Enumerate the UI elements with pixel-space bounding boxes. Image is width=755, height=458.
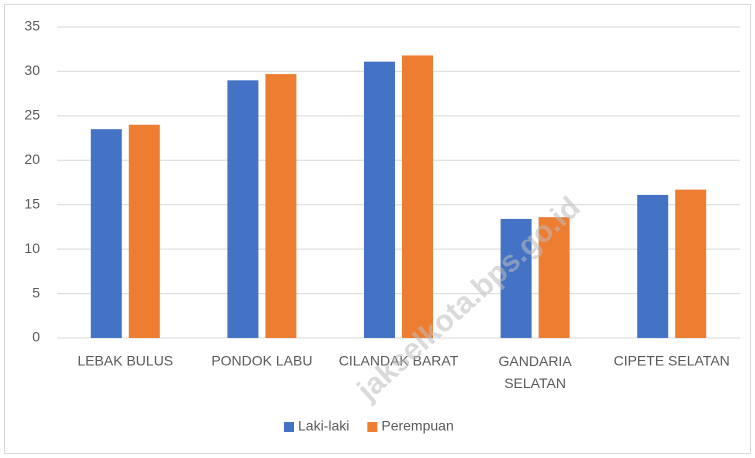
y-tick-label: 5 [32, 284, 40, 300]
bar [364, 61, 395, 338]
y-tick-label: 25 [24, 107, 40, 123]
x-tick-label: LEBAK BULUS [77, 353, 173, 369]
legend-swatch [284, 422, 294, 432]
y-tick-label: 0 [32, 329, 40, 345]
x-tick-line: SELATAN [504, 375, 566, 391]
bar [265, 74, 297, 338]
x-tick-label: CIPETE SELATAN [614, 353, 730, 369]
x-tick-label: GANDARIA SELATAN [499, 353, 573, 391]
bar [227, 80, 259, 339]
legend-label: Laki-laki [298, 418, 349, 434]
bar [90, 129, 122, 338]
y-tick-label: 35 [24, 18, 40, 34]
y-tick-label: 30 [24, 62, 40, 78]
bar [402, 55, 433, 338]
x-tick-label: PONDOK LABU [211, 353, 312, 369]
x-tick-line: GANDARIA [499, 353, 573, 369]
bar [637, 194, 669, 338]
y-tick-label: 10 [24, 240, 40, 256]
bar [128, 124, 160, 338]
bar [675, 189, 707, 338]
legend-label: Perempuan [381, 418, 453, 434]
x-tick-label: CILANDAK BARAT [339, 353, 459, 369]
y-tick-label: 15 [24, 195, 40, 211]
bar [500, 218, 532, 338]
bar [538, 217, 570, 338]
y-tick-label: 20 [24, 151, 40, 167]
legend-swatch [367, 422, 378, 432]
